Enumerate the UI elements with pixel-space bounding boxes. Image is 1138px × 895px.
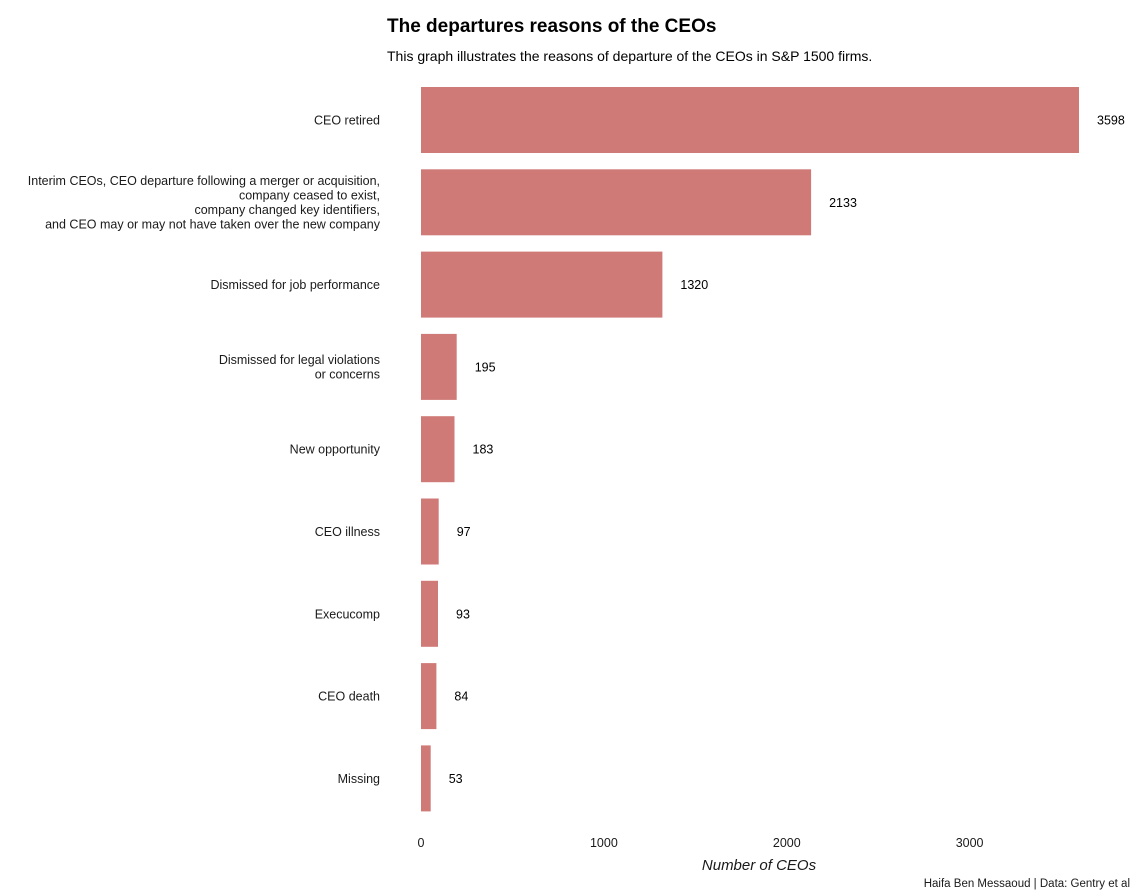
bar-value-label: 1320 [680,278,708,292]
category-label-line: or concerns [315,368,380,382]
category-label-line: and CEO may or may not have taken over t… [45,218,381,232]
x-axis-label: Number of CEOs [702,857,817,874]
bar [421,498,439,565]
category-label-line: Dismissed for legal violations [219,353,380,367]
bar-value-label: 93 [456,607,470,621]
category-label-line: CEO retired [314,114,380,128]
bar [421,333,457,400]
category-label: CEO retired [314,114,380,128]
bar-value-label: 183 [473,443,494,457]
category-label: Missing [338,772,380,786]
category-label: New opportunity [290,443,381,457]
bar [421,416,455,483]
category-label-line: Execucomp [315,607,380,621]
chart-subtitle: This graph illustrates the reasons of de… [387,48,872,64]
x-tick-label: 1000 [590,836,618,850]
bar [421,663,437,730]
bar [421,251,663,318]
category-label-line: company ceased to exist, [239,189,380,203]
x-tick-label: 3000 [956,836,984,850]
category-label-line: New opportunity [290,443,381,457]
bar-value-label: 97 [457,525,471,539]
category-label-line: CEO death [318,690,380,704]
x-tick-label: 0 [418,836,425,850]
chart-title: The departures reasons of the CEOs [387,16,716,37]
bar-value-label: 2133 [829,196,857,210]
bar-value-label: 195 [475,360,496,374]
chart-caption: Haifa Ben Messaoud | Data: Gentry et al [924,878,1130,890]
bar [421,169,812,236]
bars-group: 3598 CEO retired 2133 Interim CEOs, CEO dep… [28,87,1125,812]
category-label: CEO illness [315,525,380,539]
x-tick-label: 2000 [773,836,801,850]
category-label: Interim CEOs, CEO departure following a … [28,174,381,232]
category-label: CEO death [318,690,380,704]
category-label: Execucomp [315,607,380,621]
category-label: Dismissed for legal violations or concern… [219,353,380,382]
bar-value-label: 3598 [1097,114,1125,128]
category-label-line: Dismissed for job performance [210,278,380,292]
bar-value-label: 53 [449,772,463,786]
bar-value-label: 84 [454,690,468,704]
category-label: Dismissed for job performance [210,278,380,292]
x-axis-ticks: 0 1000 2000 3000 [418,836,984,850]
bar [421,745,431,812]
category-label-line: company changed key identifiers, [194,203,380,217]
bar [421,580,438,647]
category-label-line: Interim CEOs, CEO departure following a … [28,174,380,188]
bar [421,87,1079,153]
category-label-line: Missing [338,772,380,786]
category-label-line: CEO illness [315,525,380,539]
